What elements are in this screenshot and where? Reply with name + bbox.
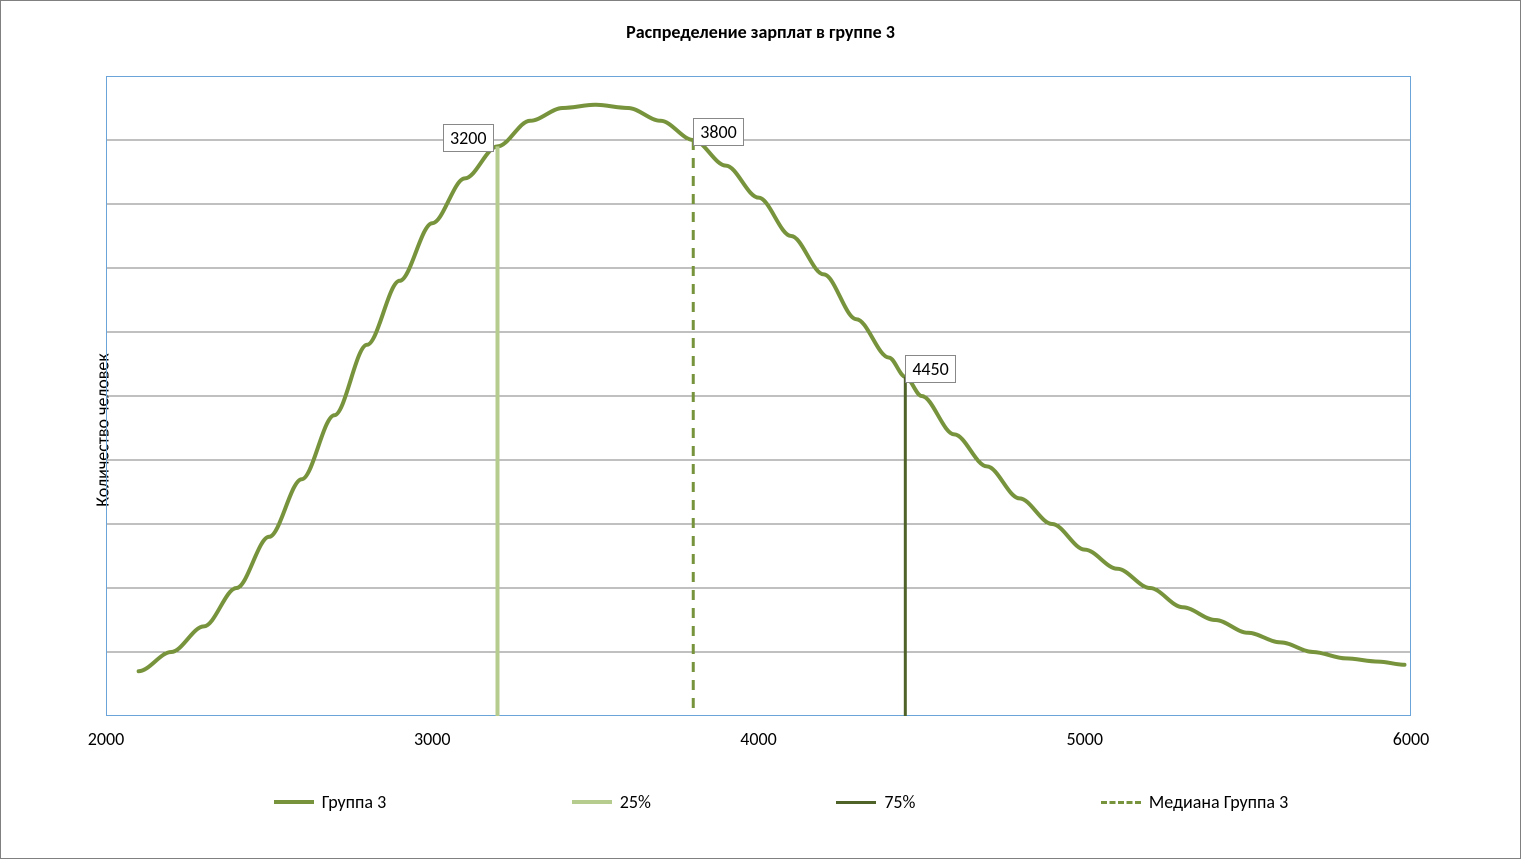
label-p75: 4450: [905, 355, 956, 383]
legend-item: 75%: [836, 791, 915, 813]
x-tick: 3000: [414, 728, 451, 750]
legend-swatch: [274, 800, 314, 804]
legend-item: 25%: [572, 791, 651, 813]
x-tick: 6000: [1393, 728, 1430, 750]
legend-label: 75%: [884, 791, 915, 813]
label-p25: 3200: [443, 124, 494, 152]
legend-label: Группа 3: [322, 791, 387, 813]
label-median: 3800: [693, 118, 744, 146]
legend-item: Группа 3: [274, 791, 387, 813]
x-tick: 4000: [740, 728, 777, 750]
plot-area: [106, 76, 1411, 716]
x-tick: 2000: [88, 728, 125, 750]
legend-label: Медиана Группа 3: [1149, 791, 1288, 813]
legend-swatch: [572, 800, 612, 804]
legend: Группа 3 25% 75% Медиана Группа 3: [181, 791, 1381, 813]
chart-container: Распределение зарплат в группе 3 Количес…: [0, 0, 1521, 859]
chart-title: Распределение зарплат в группе 3: [1, 21, 1520, 43]
legend-label: 25%: [620, 791, 651, 813]
legend-item: Медиана Группа 3: [1101, 791, 1288, 813]
legend-swatch: [1101, 801, 1141, 804]
x-tick: 5000: [1067, 728, 1104, 750]
legend-swatch: [836, 801, 876, 804]
